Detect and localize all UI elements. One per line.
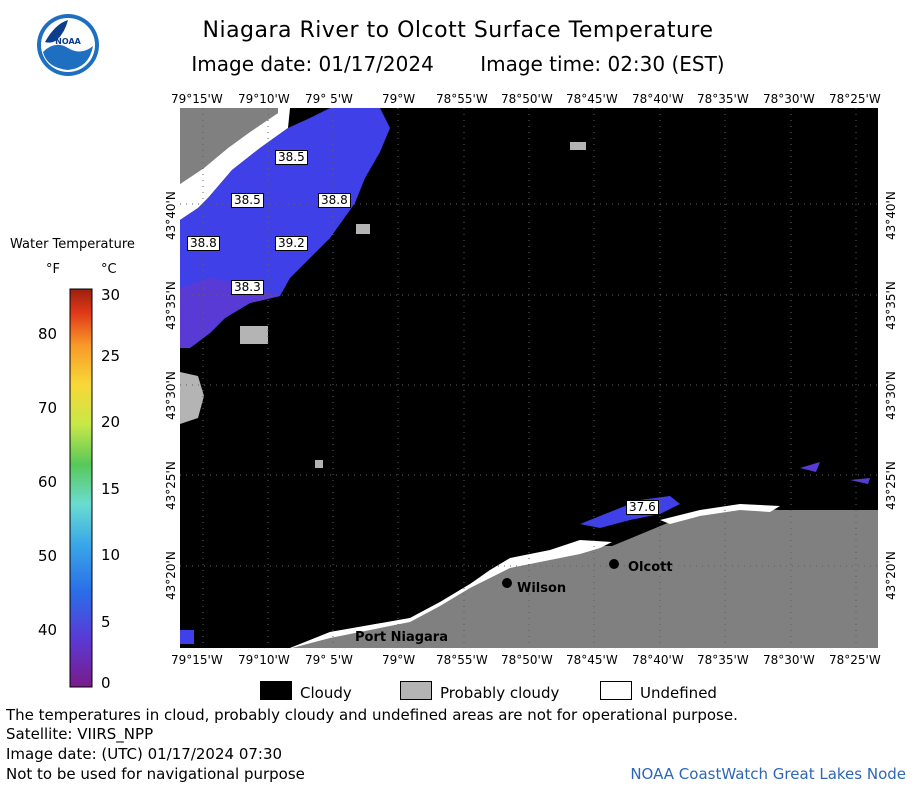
lat-tick: 43°40'N — [164, 191, 178, 240]
image-time: Image time: 02:30 (EST) — [480, 52, 725, 76]
satellite-text: Satellite: VIIRS_NPP — [6, 725, 154, 743]
place-label-wilson: Wilson — [517, 581, 567, 596]
graticule — [180, 108, 878, 648]
probably-cloudy-label: Probably cloudy — [440, 684, 560, 702]
lon-tick: 78°35'W — [697, 653, 749, 667]
f-label: 40 — [38, 621, 58, 639]
lat-tick: 43°30'N — [884, 371, 898, 420]
lat-tick: 43°25'N — [164, 461, 178, 510]
undefined-label: Undefined — [640, 684, 717, 702]
temperature-label: 38.8 — [187, 236, 220, 251]
lon-tick: 78°55'W — [436, 92, 488, 106]
lon-tick: 79°W — [382, 92, 416, 106]
c-label: 10 — [101, 546, 121, 564]
lon-tick: 78°40'W — [632, 92, 684, 106]
lon-tick: 78°55'W — [436, 653, 488, 667]
f-label: 80 — [38, 325, 58, 343]
olcott-marker — [609, 559, 619, 569]
lon-tick: 78°30'W — [763, 653, 815, 667]
noaa-logo: NOAA — [37, 14, 99, 76]
undefined-area — [180, 108, 290, 220]
legend-title: Water Temperature — [10, 237, 135, 252]
lat-tick: 43°35'N — [164, 281, 178, 330]
utc-date-text: Image date: (UTC) 01/17/2024 07:30 — [6, 745, 283, 763]
navigation-warning: Not to be used for navigational purpose — [6, 765, 305, 783]
f-label: 60 — [38, 473, 58, 491]
temperature-label: 38.8 — [318, 193, 351, 208]
temperature-label: 38.5 — [231, 193, 264, 208]
place-label-port-niagara: Port Niagara — [355, 630, 448, 645]
cloudy-swatch — [260, 681, 292, 700]
temperature-label: 39.2 — [275, 236, 308, 251]
lon-tick: 79°15'W — [171, 653, 223, 667]
lat-tick: 43°25'N — [884, 461, 898, 510]
temperature-map — [180, 108, 878, 648]
lon-tick: 79°10'W — [238, 653, 290, 667]
lon-tick: 79° 5'W — [305, 653, 353, 667]
lon-tick: 78°35'W — [697, 92, 749, 106]
lon-tick: 78°50'W — [501, 92, 553, 106]
c-label: 25 — [101, 347, 121, 365]
f-label: 70 — [38, 399, 58, 417]
lat-tick: 43°20'N — [164, 551, 178, 600]
lat-tick: 43°30'N — [164, 371, 178, 420]
svg-text:NOAA: NOAA — [55, 37, 81, 46]
c-label: 5 — [101, 613, 111, 631]
lon-tick: 79°W — [382, 653, 416, 667]
cloudy-label: Cloudy — [300, 684, 352, 702]
wilson-marker — [502, 578, 512, 588]
temperature-label: 37.6 — [626, 500, 659, 515]
probably-cloudy-swatch — [400, 681, 432, 700]
lon-tick: 78°50'W — [501, 653, 553, 667]
c-label: 15 — [101, 480, 121, 498]
lon-tick: 79°15'W — [171, 92, 223, 106]
lon-tick: 79° 5'W — [305, 92, 353, 106]
unit-fahrenheit: °F — [46, 262, 60, 277]
lon-tick: 78°45'W — [566, 92, 618, 106]
lon-tick: 78°30'W — [763, 92, 815, 106]
temperature-label: 38.3 — [231, 280, 264, 295]
lat-tick: 43°35'N — [884, 281, 898, 330]
land-canada — [180, 108, 278, 184]
lat-tick: 43°40'N — [884, 191, 898, 240]
image-date-time: Image date: 01/17/2024 Image time: 02:30… — [0, 52, 916, 76]
unit-celsius: °C — [101, 262, 117, 277]
c-label: 30 — [101, 286, 121, 304]
c-label: 0 — [101, 674, 111, 692]
lon-tick: 78°45'W — [566, 653, 618, 667]
c-label: 20 — [101, 413, 121, 431]
page-title: Niagara River to Olcott Surface Temperat… — [202, 18, 714, 43]
temperature-label: 38.5 — [275, 150, 308, 165]
place-label-olcott: Olcott — [628, 560, 673, 575]
land-new-york — [290, 508, 878, 648]
lat-tick: 43°20'N — [884, 551, 898, 600]
lon-tick: 78°25'W — [829, 92, 881, 106]
image-date: Image date: 01/17/2024 — [191, 52, 434, 76]
credit-link[interactable]: NOAA CoastWatch Great Lakes Node — [630, 765, 906, 783]
lon-tick: 78°40'W — [632, 653, 684, 667]
lon-tick: 78°25'W — [829, 653, 881, 667]
lon-tick: 79°10'W — [238, 92, 290, 106]
undefined-swatch — [600, 681, 632, 700]
f-label: 50 — [38, 547, 58, 565]
disclaimer-text: The temperatures in cloud, probably clou… — [6, 706, 738, 724]
color-scale-bar — [69, 288, 93, 688]
